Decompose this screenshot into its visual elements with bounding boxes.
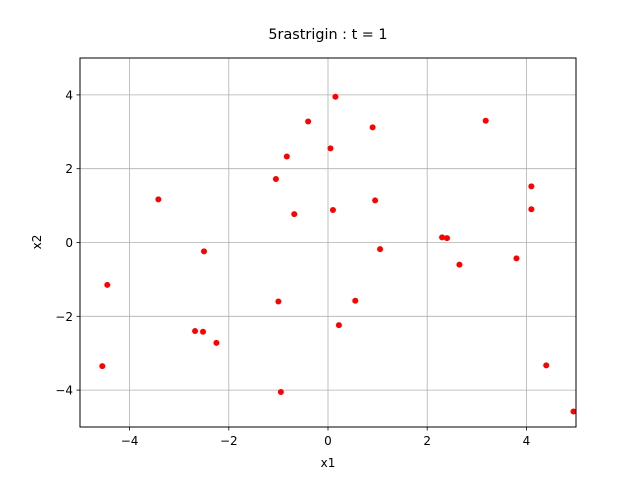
y-axis-ticks: −4 −2 0 2 4 [55, 88, 80, 398]
y-tick-label: 2 [65, 162, 73, 176]
data-point [335, 322, 342, 329]
data-point [456, 261, 463, 268]
y-axis-label: x2 [30, 235, 44, 250]
data-point [369, 124, 376, 131]
data-point [513, 255, 520, 262]
data-points [99, 93, 577, 415]
x-tick-label: −2 [220, 434, 238, 448]
y-tick-label: 0 [65, 236, 73, 250]
x-tick-label: 2 [423, 434, 431, 448]
x-tick-label: 0 [324, 434, 332, 448]
data-point [329, 207, 336, 214]
chart-title: 5rastrigin : t = 1 [268, 27, 387, 43]
data-point [275, 298, 282, 305]
x-axis-ticks: −4 −2 0 2 4 [121, 427, 530, 448]
data-point [528, 206, 535, 213]
data-point [213, 339, 220, 346]
data-point [482, 117, 489, 124]
x-axis-label: x1 [321, 456, 336, 470]
data-point [99, 363, 106, 370]
data-point [372, 197, 379, 204]
data-point [528, 183, 535, 190]
data-point [283, 153, 290, 160]
data-point [439, 234, 446, 241]
data-point [272, 176, 279, 183]
data-point [104, 281, 111, 288]
data-point [192, 328, 199, 335]
plot-area [79, 57, 577, 428]
data-point [201, 248, 207, 255]
data-point [570, 408, 577, 415]
grid-lines [80, 58, 576, 427]
x-tick-label: 4 [523, 434, 531, 448]
data-point [352, 297, 359, 304]
data-point [155, 196, 162, 203]
data-point [332, 93, 339, 100]
x-tick-label: −4 [121, 434, 139, 448]
data-point [291, 211, 298, 218]
data-point [543, 362, 550, 369]
data-point [305, 118, 312, 125]
data-point [200, 328, 207, 335]
data-point [277, 388, 284, 395]
y-tick-label: −2 [55, 310, 73, 324]
y-tick-label: −4 [55, 384, 73, 398]
data-point [444, 235, 451, 242]
y-tick-label: 4 [65, 88, 73, 102]
data-point [377, 246, 384, 253]
data-point [327, 145, 334, 152]
